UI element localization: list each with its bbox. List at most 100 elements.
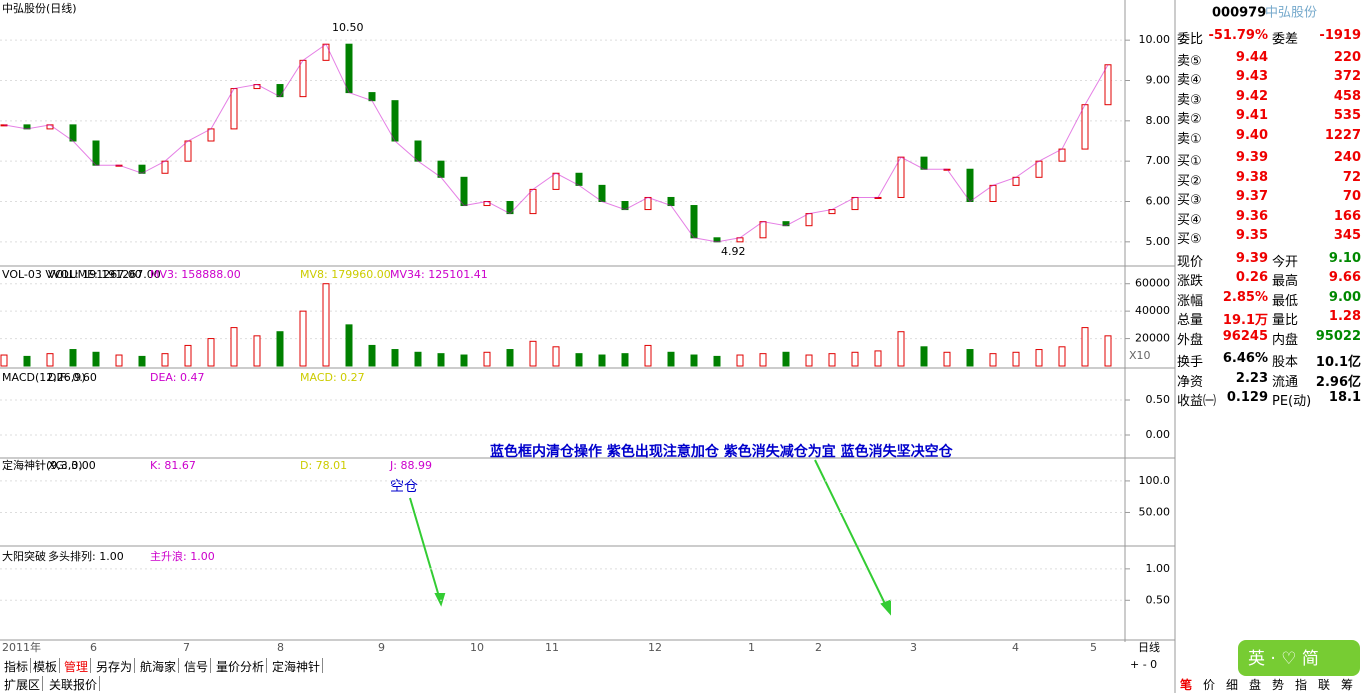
empty-note: 空仓 [390,479,418,495]
volume-bar [851,351,859,367]
quote-cell: 买③ [1177,193,1202,208]
panel-label: MACD: 0.27 [300,371,365,384]
volume-bar [828,353,836,367]
quote-cell: 总量 [1177,313,1204,328]
volume-bar [1035,349,1043,367]
quote-cell: 买① [1177,154,1202,169]
y-tick-label: 50.00 [1139,505,1171,518]
volume-bar [460,354,468,367]
quote-cell: 净资 [1177,374,1204,390]
quote-tab[interactable]: 势 [1272,678,1285,692]
quote-cell: -51.79% [1208,28,1268,43]
panel-label: VOL-03 VVOL: 191267.00 [2,268,142,281]
quote-tab[interactable]: 联 [1318,678,1331,692]
quote-cell: 95022 [1315,328,1361,344]
candle [322,43,330,61]
lang-toggle[interactable] [1238,640,1360,676]
strategy-note: 蓝色框内清仓操作 紫色出现注意加仓 紫色消失减仓为宜 蓝色消失坚决空仓 [490,443,954,460]
panel-label: D: 78.01 [300,459,347,472]
candle [851,196,859,211]
quote-cell: 9.37 [1235,189,1268,204]
y-tick-label: 1.00 [1146,562,1171,575]
y-tick-label: 40000 [1135,304,1170,317]
quote-tab[interactable]: 筹 [1341,678,1354,692]
candle [966,168,974,203]
quote-cell: 涨跌 [1177,274,1204,289]
y-tick-label: 100.0 [1139,474,1171,487]
quote-cell: 涨幅 [1177,293,1204,309]
zoom: + - 0 [1130,658,1157,671]
quote-cell: 9.42 [1235,88,1268,104]
volume-bar [506,349,514,367]
candle [897,156,905,198]
panel-label: J: 88.99 [389,459,432,472]
quote-tab[interactable]: 盘 [1249,678,1262,692]
volume-bar [1012,351,1020,367]
volume-bar [989,353,997,367]
bottom-tab[interactable]: 另存为 [94,658,136,674]
y-tick-label: 10.00 [1139,33,1171,46]
quote-cell: 2.23 [1235,370,1268,386]
quote-cell: 9.39 [1235,250,1268,266]
bottom-tab[interactable]: 模板 [31,658,61,674]
bottom-tab[interactable]: 定海神针 [270,658,324,674]
x-tick-label: 11 [545,641,559,654]
volume-bar [529,340,537,367]
candle [1058,148,1066,162]
quote-cell: 最高 [1272,274,1299,289]
bottom-tab[interactable]: 关联报价 [47,676,101,692]
volume-bar [1081,327,1089,367]
quote-cell: 买② [1177,173,1202,189]
quote-cell: 9.36 [1235,208,1268,224]
quote-cell: 9.66 [1328,270,1361,285]
y-tick-label: 5.00 [1146,235,1171,248]
volume-bar [805,354,813,367]
volume-bar [575,353,583,367]
volume-bar [483,351,491,367]
quote-cell: 9.39 [1235,150,1268,165]
quote-cell: 收益㈠ [1177,394,1217,409]
volume-bar [552,346,560,367]
x-tick-label: 7 [183,641,190,654]
quote-tab[interactable]: 笔 [1180,678,1193,692]
quote-cell: 卖② [1177,112,1202,127]
bottom-tab[interactable]: 信号 [182,658,212,674]
y-tick-label: 6.00 [1146,195,1171,208]
panel-label: MV34: 125101.41 [390,268,488,281]
lang-toggle-text[interactable]: 英 · ♡ 简 [1248,649,1319,669]
candle [575,172,583,186]
volume-bar [184,344,192,367]
volume-bar [391,349,399,367]
volume-bar [368,344,376,367]
bottom-tab[interactable]: 管理 [62,658,92,674]
quote-tab[interactable]: 价 [1203,678,1216,692]
volume-bar [690,354,698,367]
candle [920,156,928,170]
volume-bar [667,351,675,367]
x-tick-label: 10 [470,641,484,654]
y-tick-label: 0.50 [1146,393,1171,406]
candle [805,213,813,227]
quote-tab[interactable]: 指 [1295,678,1308,692]
volume-bar [115,354,123,367]
y-tick-label: 8.00 [1146,114,1171,127]
quote-cell: 345 [1333,228,1361,243]
volume-bar [345,324,353,367]
bottom-tab[interactable]: 航海家 [138,658,180,674]
y-tick-label: 60000 [1135,277,1170,290]
candle [1104,64,1112,106]
candle [1081,104,1089,150]
bottom-tab[interactable]: 扩展区 [2,676,44,692]
bottom-tab[interactable]: 量价分析 [214,658,268,674]
candle [414,140,422,162]
quote-cell: 卖⑤ [1177,53,1202,69]
y-tick-label: 20000 [1135,332,1170,345]
volume-bar [897,331,905,367]
bottom-tab[interactable]: 指标 [2,658,32,674]
quote-cell: 0.129 [1226,390,1268,405]
panel-label: MACD(12,26,9) [2,371,86,384]
quote-cell: 卖① [1177,131,1202,147]
quote-tab[interactable]: 细 [1226,678,1239,692]
volume-bar [1058,346,1066,367]
arrows [409,459,891,616]
